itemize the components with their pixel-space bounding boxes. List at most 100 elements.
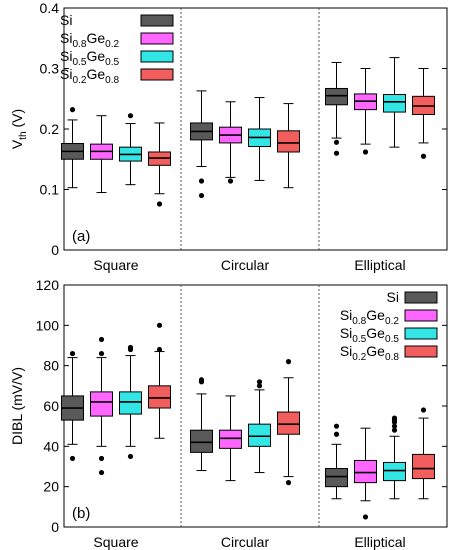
- category-label: Circular: [221, 534, 270, 550]
- outlier-point: [98, 336, 105, 343]
- box-Si0.2Ge0.8: [148, 385, 171, 409]
- y-tick-label: 120: [36, 277, 60, 293]
- legend-label-part-0: Si: [60, 12, 72, 28]
- outlier-point: [198, 377, 205, 383]
- legend-label: Si0.2Ge0.8: [340, 343, 400, 363]
- outlier-point: [98, 350, 105, 357]
- legend-swatch: [404, 291, 438, 304]
- box-Si0.8Ge0.2: [90, 391, 113, 417]
- panel-b-dibl: 0 20 40 60 80 100 120 DIBL (mV/V) (b)Square Circu…: [9, 277, 448, 550]
- legend-label: Si0.5Ge0.5: [60, 48, 120, 68]
- y-tick-label: 20: [43, 479, 59, 495]
- y-tick-label: 0.4: [40, 0, 60, 16]
- category-label: Circular: [221, 257, 270, 273]
- outlier-point: [127, 453, 134, 460]
- outlier-point: [285, 480, 292, 486]
- legend-label-part-0: Si: [60, 30, 72, 46]
- legend-swatch: [140, 14, 174, 27]
- legend-label-part-2: Ge: [366, 343, 385, 359]
- legend-label: Si: [387, 289, 399, 305]
- legend-label-part-3: 0.8: [105, 75, 119, 86]
- box-Si: [325, 87, 348, 106]
- outlier-point: [391, 423, 398, 429]
- y-axis-label-part-0: DIBL (mV/V): [9, 367, 25, 445]
- category-label: Elliptical: [354, 534, 405, 550]
- legend-label-part-3: 0.2: [385, 316, 399, 327]
- legend-label-part-2: Ge: [86, 66, 105, 82]
- outlier-point: [391, 415, 398, 421]
- legend-label-part-1: 0.8: [352, 316, 366, 327]
- category-label: Square: [93, 534, 138, 550]
- y-tick-label: 80: [43, 358, 59, 374]
- legend-label: Si0.2Ge0.8: [60, 66, 120, 86]
- legend-label-part-1: 0.8: [72, 39, 86, 50]
- y-axis-label: DIBL (mV/V): [9, 367, 25, 445]
- legend-swatch: [140, 50, 174, 63]
- legend-label-part-0: Si: [340, 325, 352, 341]
- outlier-point: [420, 407, 427, 413]
- legend-label: Si0.8Ge0.2: [60, 30, 120, 50]
- legend-label: Si: [60, 12, 72, 28]
- box-Si: [325, 468, 348, 488]
- box-Si0.5Ge0.5: [119, 391, 142, 415]
- y-axis-label: Vth (V): [9, 109, 29, 149]
- outlier-point: [333, 150, 340, 156]
- legend-label: Si0.8Ge0.2: [340, 307, 400, 327]
- legend-label-part-3: 0.8: [385, 352, 399, 363]
- box-Si0.2Ge0.8: [412, 453, 435, 480]
- box-Si0.5Ge0.5: [383, 461, 406, 482]
- y-axis-label-part-1: th: [18, 131, 29, 139]
- legend-label-part-0: Si: [60, 48, 72, 64]
- outlier-point: [420, 153, 427, 159]
- category-label: Elliptical: [354, 257, 405, 273]
- legend-label-part-0: Si: [60, 66, 72, 82]
- legend-label-part-2: Ge: [366, 307, 385, 323]
- outlier-point: [127, 113, 134, 119]
- y-tick-label: 0.3: [40, 61, 60, 77]
- y-tick-label: 100: [36, 317, 60, 333]
- legend-swatch: [140, 32, 174, 45]
- panel-label: (b): [72, 505, 90, 522]
- legend-label-part-1: 0.5: [352, 334, 366, 345]
- y-tick-label: 0.1: [40, 182, 60, 198]
- box-Si: [190, 429, 213, 453]
- outlier-point: [285, 359, 292, 365]
- legend-label-part-0: Si: [387, 289, 399, 305]
- legend-swatch: [404, 327, 438, 340]
- box-Si0.5Ge0.5: [383, 94, 406, 113]
- legend-swatch: [140, 68, 174, 81]
- y-tick-label: 40: [43, 438, 59, 454]
- legend-label-part-2: Ge: [86, 48, 105, 64]
- legend-label-part-1: 0.2: [72, 75, 86, 86]
- legend-label-part-0: Si: [340, 307, 352, 323]
- outlier-point: [227, 178, 234, 184]
- legend-label: Si0.5Ge0.5: [340, 325, 400, 345]
- box-Si0.5Ge0.5: [248, 423, 271, 447]
- box-Si0.2Ge0.8: [277, 130, 300, 153]
- outlier-point: [156, 322, 163, 328]
- outlier-point: [256, 379, 263, 385]
- outlier-point: [156, 201, 163, 207]
- legend-label-part-2: Ge: [366, 325, 385, 341]
- panel-a-vth: 0 0.1 0.2 0.3 0.4 Vth (V) (a)Square Circular Ell…: [9, 0, 448, 273]
- legend-label-part-3: 0.5: [385, 334, 399, 345]
- outlier-point: [69, 455, 76, 462]
- y-tick-label: 0.2: [40, 121, 60, 137]
- box-Si0.2Ge0.8: [277, 411, 300, 435]
- y-tick-label: 60: [43, 398, 59, 414]
- outlier-point: [362, 514, 369, 520]
- outlier-point: [156, 346, 163, 353]
- y-tick-label: 0: [51, 519, 59, 535]
- box-Si0.8Ge0.2: [219, 429, 242, 449]
- legend-label-part-3: 0.5: [105, 57, 119, 68]
- outlier-point: [98, 455, 105, 462]
- legend-label-part-3: 0.2: [105, 39, 119, 50]
- outlier-point: [69, 107, 76, 113]
- legend-label-part-2: Ge: [86, 30, 105, 46]
- outlier-point: [333, 139, 340, 145]
- outlier-point: [333, 431, 340, 437]
- y-tick-label: 0: [51, 242, 59, 258]
